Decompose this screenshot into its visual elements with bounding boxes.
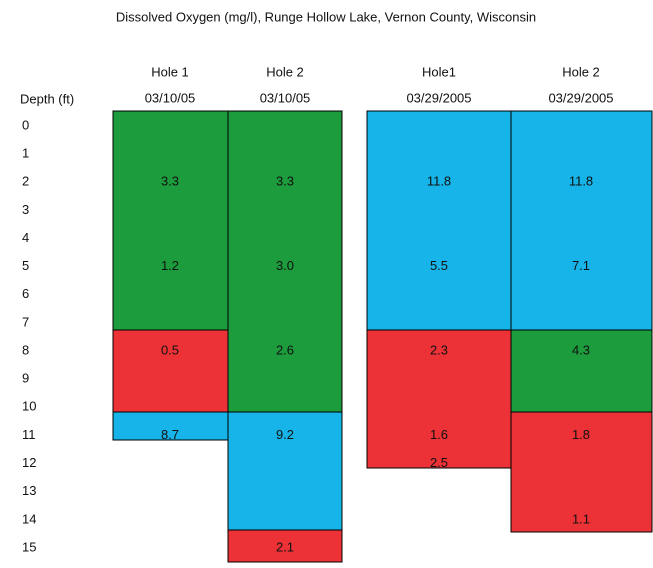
reading: 4.3 <box>572 342 590 357</box>
zone <box>510 329 653 413</box>
column-date: 03/10/05 <box>145 90 196 105</box>
depth-label: 12 <box>22 455 36 470</box>
reading: 11.8 <box>427 174 451 189</box>
reading: 1.8 <box>572 427 590 442</box>
reading: 7.1 <box>572 258 590 273</box>
depth-label: 14 <box>22 511 36 526</box>
depth-label: 8 <box>22 342 29 357</box>
zone <box>510 110 653 331</box>
reading: 1.6 <box>430 427 448 442</box>
zone <box>510 411 653 533</box>
depth-label: 0 <box>22 117 29 132</box>
depth-label: 15 <box>22 539 36 554</box>
reading: 1.2 <box>161 258 179 273</box>
reading: 9.2 <box>276 427 294 442</box>
zone <box>112 329 229 413</box>
reading: 3.3 <box>276 174 294 189</box>
reading: 2.5 <box>430 455 448 470</box>
reading: 3.0 <box>276 258 294 273</box>
zone <box>112 411 229 441</box>
zone <box>227 110 343 413</box>
column-name: Hole1 <box>422 64 456 79</box>
zone <box>112 110 229 331</box>
depth-label: 3 <box>22 202 29 217</box>
zone <box>366 329 512 469</box>
zone <box>227 411 343 531</box>
depth-label: 5 <box>22 258 29 273</box>
column-date: 03/10/05 <box>260 90 311 105</box>
reading: 2.3 <box>430 342 448 357</box>
reading: 2.1 <box>276 539 294 554</box>
reading: 11.8 <box>569 174 593 189</box>
depth-label: 4 <box>22 230 29 245</box>
depth-label: 7 <box>22 314 29 329</box>
reading: 2.6 <box>276 342 294 357</box>
depth-label: 6 <box>22 286 29 301</box>
column-name: Hole 2 <box>266 64 304 79</box>
column-name: Hole 2 <box>562 64 600 79</box>
column-date: 03/29/2005 <box>548 90 613 105</box>
zone <box>366 110 512 331</box>
depth-label: 2 <box>22 174 29 189</box>
title: Dissolved Oxygen (mg/l), Runge Hollow La… <box>116 9 536 24</box>
depth-label: 13 <box>22 483 36 498</box>
reading: 5.5 <box>430 258 448 273</box>
reading: 3.3 <box>161 174 179 189</box>
depth-label: 11 <box>22 427 36 442</box>
depth-label: 9 <box>22 371 29 386</box>
zone <box>227 529 343 563</box>
reading: 0.5 <box>161 342 179 357</box>
depth-label: 10 <box>22 399 36 414</box>
zones <box>112 110 653 563</box>
depth-label: 1 <box>22 146 29 161</box>
column-name: Hole 1 <box>151 64 189 79</box>
reading: 1.1 <box>572 511 590 526</box>
reading: 8.7 <box>161 427 179 442</box>
column-date: 03/29/2005 <box>406 90 471 105</box>
depth-header: Depth (ft) <box>20 91 74 106</box>
